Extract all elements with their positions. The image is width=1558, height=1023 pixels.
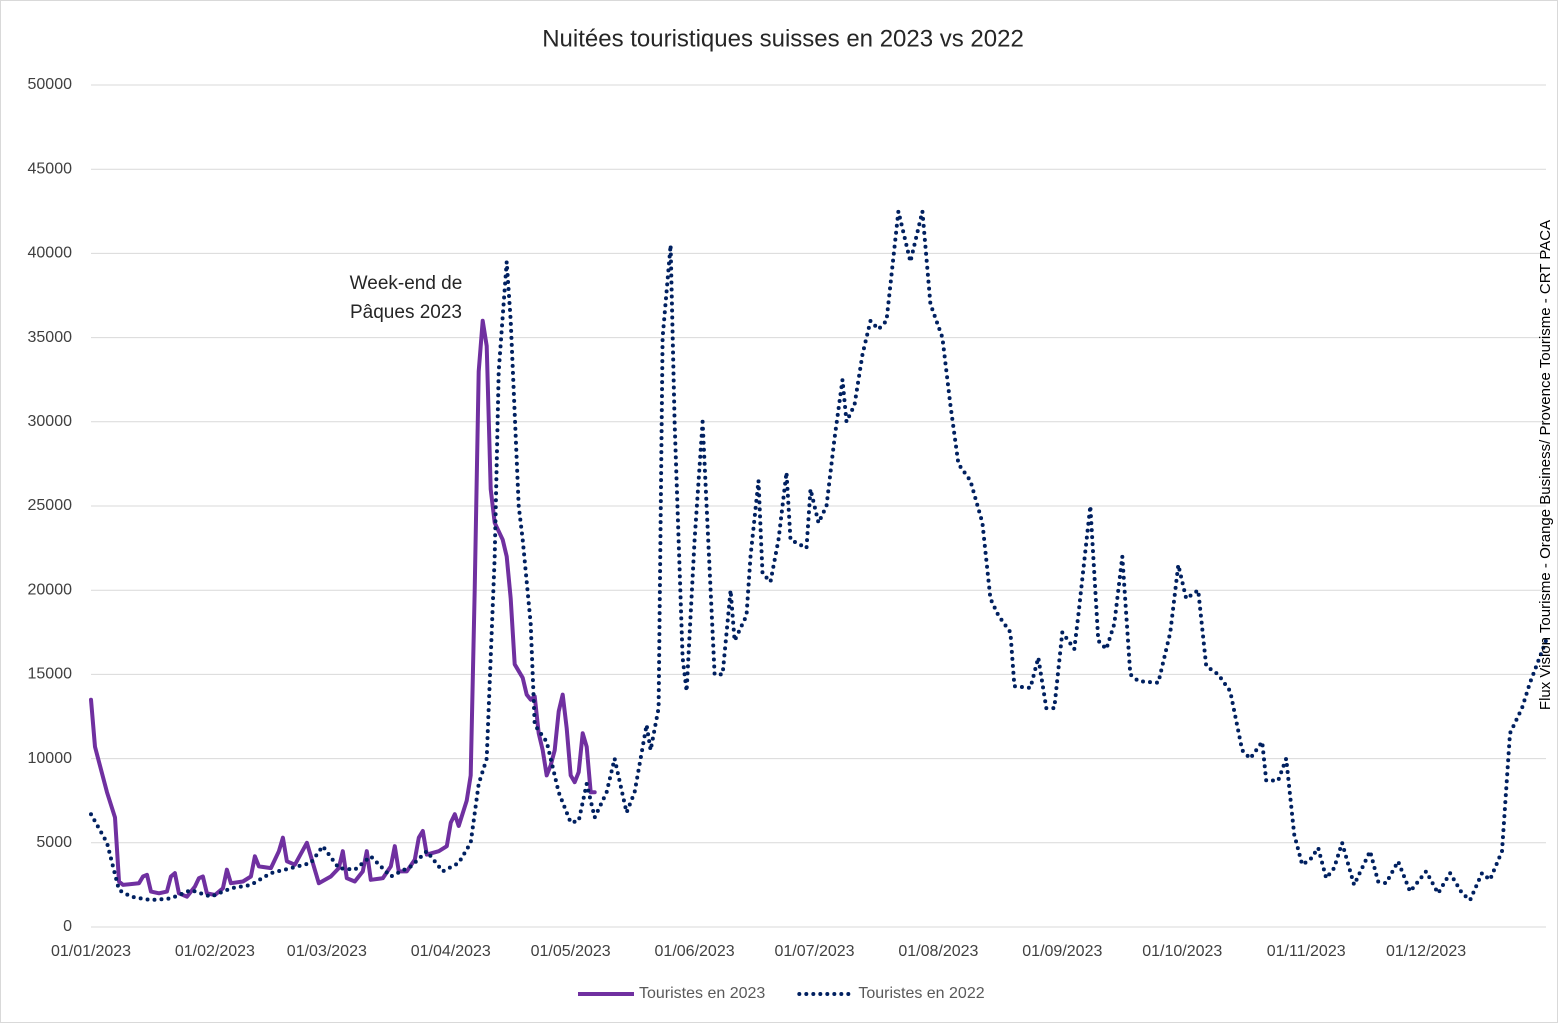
y-tick-label: 0 bbox=[63, 918, 72, 935]
y-tick-label: 15000 bbox=[28, 666, 73, 683]
series-line bbox=[89, 209, 1548, 903]
x-tick-label: 01/10/2023 bbox=[1142, 943, 1222, 960]
y-tick-label: 5000 bbox=[36, 834, 72, 851]
x-tick-label: 01/08/2023 bbox=[898, 943, 978, 960]
x-tick-label: 01/07/2023 bbox=[774, 943, 854, 960]
y-tick-label: 40000 bbox=[28, 245, 73, 262]
y-tick-label: 30000 bbox=[28, 413, 73, 430]
legend-label: Touristes en 2022 bbox=[858, 985, 984, 1002]
x-tick-label: 01/05/2023 bbox=[531, 943, 611, 960]
source-note: Flux Vision Tourisme - Orange Business/ … bbox=[1537, 220, 1554, 710]
y-tick-label: 50000 bbox=[28, 76, 73, 93]
y-tick-label: 45000 bbox=[28, 160, 73, 177]
annotation-line: Pâques 2023 bbox=[350, 302, 462, 323]
y-tick-label: 10000 bbox=[28, 750, 73, 767]
x-tick-label: 01/11/2023 bbox=[1267, 943, 1346, 960]
x-tick-label: 01/03/2023 bbox=[287, 943, 367, 960]
x-tick-label: 01/09/2023 bbox=[1022, 943, 1102, 960]
legend-label: Touristes en 2023 bbox=[639, 985, 765, 1002]
y-tick-label: 35000 bbox=[28, 329, 73, 346]
y-tick-label: 25000 bbox=[28, 497, 73, 514]
chart-title: Nuitées touristiques suisses en 2023 vs … bbox=[542, 25, 1024, 52]
annotation: Week-end de Pâques 2023 bbox=[350, 273, 463, 323]
x-tick-label: 01/02/2023 bbox=[175, 943, 255, 960]
x-tick-label: 01/06/2023 bbox=[655, 943, 735, 960]
annotation-line: Week-end de bbox=[350, 273, 463, 294]
series-line bbox=[89, 318, 597, 899]
x-tick-label: 01/04/2023 bbox=[411, 943, 491, 960]
x-tick-label: 01/01/2023 bbox=[51, 943, 131, 960]
x-tick-label: 01/12/2023 bbox=[1386, 943, 1466, 960]
y-tick-label: 20000 bbox=[28, 581, 73, 598]
